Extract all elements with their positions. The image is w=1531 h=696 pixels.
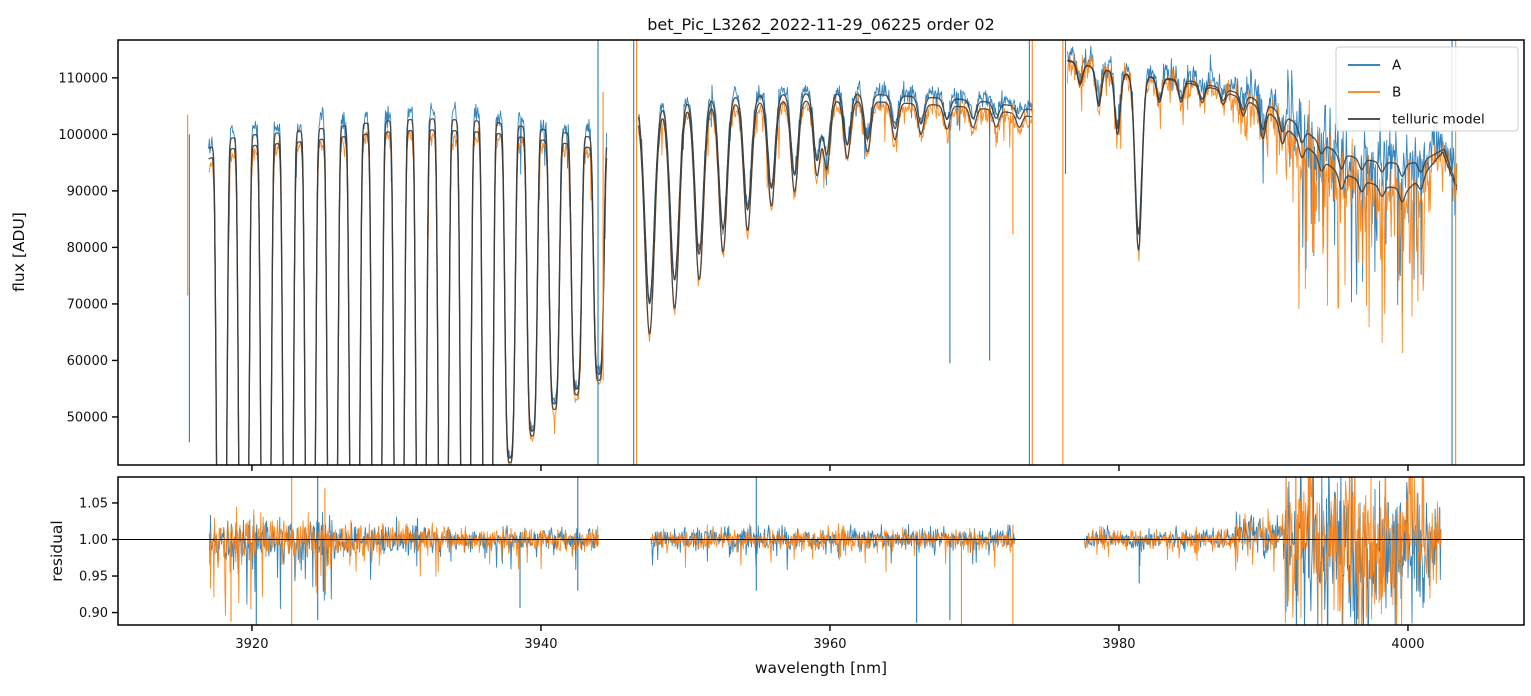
series-A-flux-segment — [1066, 45, 1458, 314]
x-tick-label: 3920 — [235, 637, 268, 652]
telluric-model-B-segment — [637, 100, 1033, 335]
legend: A B telluric model — [1335, 46, 1519, 132]
flux-y-tick-label: 70000 — [67, 297, 108, 312]
flux-y-tick-label: 90000 — [67, 184, 108, 199]
residual-y-tick-label: 1.05 — [79, 496, 108, 511]
flux-y-tick-label: 80000 — [67, 241, 108, 256]
series-B-residual-segment — [1083, 477, 1442, 625]
telluric-model-A-segment — [208, 118, 608, 465]
flux-y-tick-label: 60000 — [67, 354, 108, 369]
flux-axes-frame — [117, 39, 1525, 466]
flux-y-tick-label: 100000 — [58, 128, 108, 143]
residual-y-tick-label: 0.90 — [79, 606, 108, 621]
flux-y-tick-label: 110000 — [58, 71, 108, 86]
residual-y-axis-label: residual — [48, 520, 66, 581]
residual-y-tick-label: 1.00 — [79, 533, 108, 548]
legend-box — [1335, 46, 1519, 132]
x-axis-label: wavelength [nm] — [755, 659, 887, 677]
axes-ticks: 50000 60000 70000 80000 90000 100000 110000 0.9… — [58, 71, 1424, 652]
telluric-model-A-segment — [1067, 59, 1458, 235]
residual-y-tick-label: 0.95 — [79, 570, 108, 585]
x-tick-label: 4000 — [1391, 637, 1424, 652]
x-tick-label: 3960 — [813, 637, 846, 652]
telluric-model-A-segment — [637, 93, 1033, 305]
residual-panel-data — [118, 477, 1524, 625]
flux-y-tick-label: 50000 — [67, 410, 108, 425]
legend-label-A: A — [1392, 58, 1402, 74]
legend-label-telluric-model: telluric model — [1392, 112, 1485, 128]
legend-label-B: B — [1392, 85, 1401, 101]
x-tick-label: 3940 — [524, 637, 557, 652]
residual-axes-frame — [117, 476, 1525, 626]
x-tick-label: 3980 — [1102, 637, 1135, 652]
flux-panel-data — [187, 40, 1458, 465]
flux-y-axis-label: flux [ADU] — [10, 212, 28, 292]
chart-title: bet_Pic_L3262_2022-11-29_06225 order 02 — [647, 15, 995, 35]
